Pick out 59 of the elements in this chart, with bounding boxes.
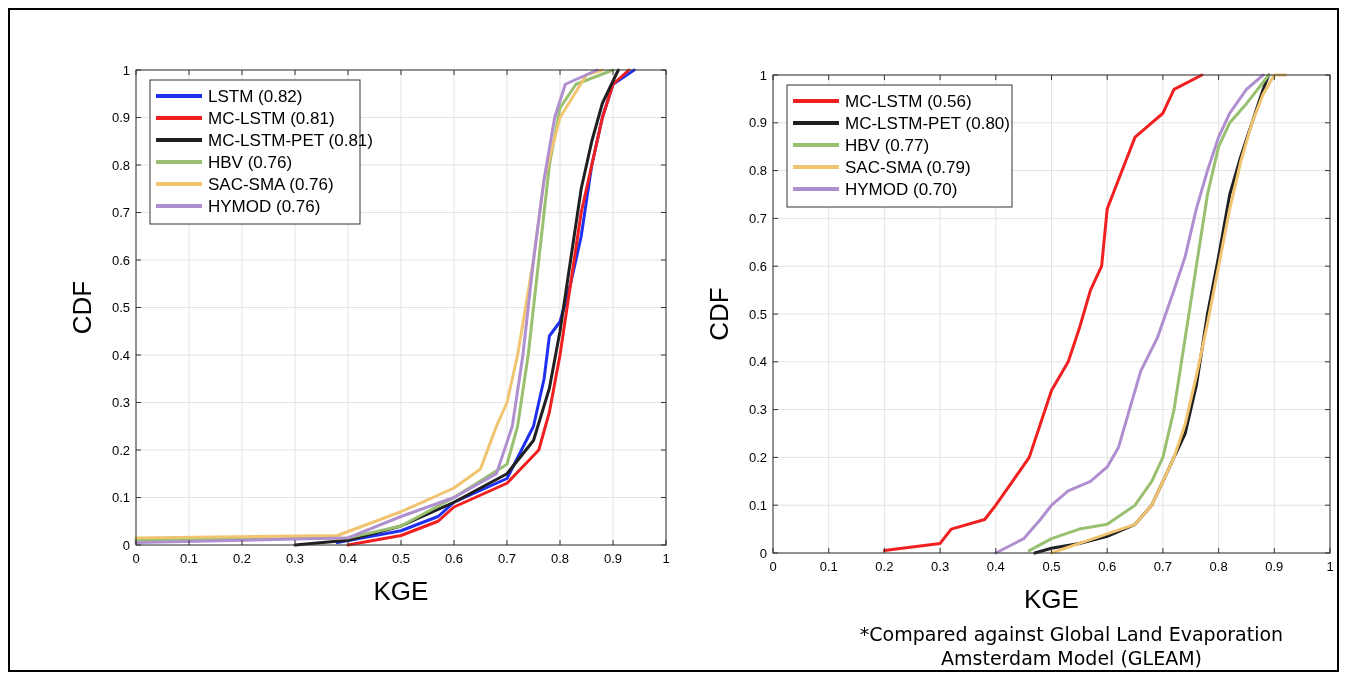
text: *Compared against Global Land Evaporation Amsterdam Model (GLEAM): [859, 623, 1284, 669]
x-tick-label: 0.6: [444, 551, 464, 566]
x-tick-label: 0.7: [497, 551, 517, 566]
x-tick-label: 1: [1326, 559, 1334, 574]
y-tick-label: 0.6: [111, 252, 130, 268]
y-tick-label: 0.8: [748, 163, 767, 179]
y-tick-label: 0.8: [111, 157, 130, 173]
x-tick-label: 0.8: [550, 551, 570, 566]
legend-label: MC-LSTM (0.81): [208, 108, 335, 128]
x-tick-label: 0.3: [285, 551, 305, 566]
y-tick-label: 0.3: [111, 395, 130, 411]
y-tick-label: 0.2: [748, 449, 767, 465]
y-tick-label: 0.3: [748, 402, 767, 418]
x-tick-label: 0.2: [875, 559, 894, 574]
x-tick-label: 0.1: [819, 559, 838, 574]
y-tick-label: 1: [122, 62, 130, 78]
y-tick-label: 0.1: [748, 497, 767, 513]
legend-label: HYMOD (0.76): [208, 196, 321, 216]
legend-label: SAC-SMA (0.79): [845, 157, 971, 177]
x-axis-title: KGE: [373, 576, 429, 606]
x-tick-label: 0.4: [338, 551, 358, 566]
y-tick-label: 0.5: [748, 306, 767, 322]
x-tick-label: 0: [769, 559, 777, 574]
x-tick-label: 0: [132, 551, 140, 566]
y-axis-title: CDF: [704, 287, 734, 341]
x-tick-label: 0.1: [179, 551, 199, 566]
legend-label: HBV (0.76): [208, 152, 293, 172]
legend-label: LSTM (0.82): [208, 86, 303, 106]
y-tick-label: 0.7: [748, 210, 767, 226]
legend-label: HBV (0.77): [845, 135, 930, 155]
y-tick-label: 0: [122, 537, 130, 553]
x-tick-label: 0.5: [1042, 559, 1061, 574]
y-tick-label: 0.4: [111, 347, 130, 363]
x-tick-label: 0.4: [986, 559, 1005, 574]
y-tick-label: 1: [759, 67, 767, 83]
y-tick-label: 0.7: [111, 205, 130, 221]
x-tick-label: 0.9: [1265, 559, 1284, 574]
x-tick-label: 0.5: [391, 551, 411, 566]
y-axis-title: CDF: [67, 280, 97, 335]
x-axis-title: KGE: [1024, 584, 1079, 614]
legend-label: MC-LSTM-PET (0.80): [845, 113, 1010, 133]
x-tick-label: 0.3: [931, 559, 950, 574]
x-tick-label: 0.8: [1209, 559, 1228, 574]
legend-label: HYMOD (0.70): [845, 179, 958, 199]
y-tick-label: 0.4: [748, 354, 767, 370]
y-tick-label: 0.1: [111, 490, 130, 506]
x-tick-label: 0.7: [1153, 559, 1172, 574]
x-tick-label: 1: [662, 551, 670, 566]
x-tick-label: 0.6: [1098, 559, 1117, 574]
y-tick-label: 0.9: [748, 115, 767, 131]
y-tick-label: 0.9: [111, 110, 130, 126]
legend-label: MC-LSTM-PET (0.81): [208, 130, 373, 150]
legend-label: SAC-SMA (0.76): [208, 174, 334, 194]
y-tick-label: 0.5: [111, 300, 130, 316]
y-tick-label: 0.6: [748, 258, 767, 274]
legend-label: MC-LSTM (0.56): [845, 91, 972, 111]
y-tick-label: 0.2: [111, 442, 130, 458]
x-tick-label: 0.9: [603, 551, 623, 566]
x-tick-label: 0.2: [232, 551, 252, 566]
